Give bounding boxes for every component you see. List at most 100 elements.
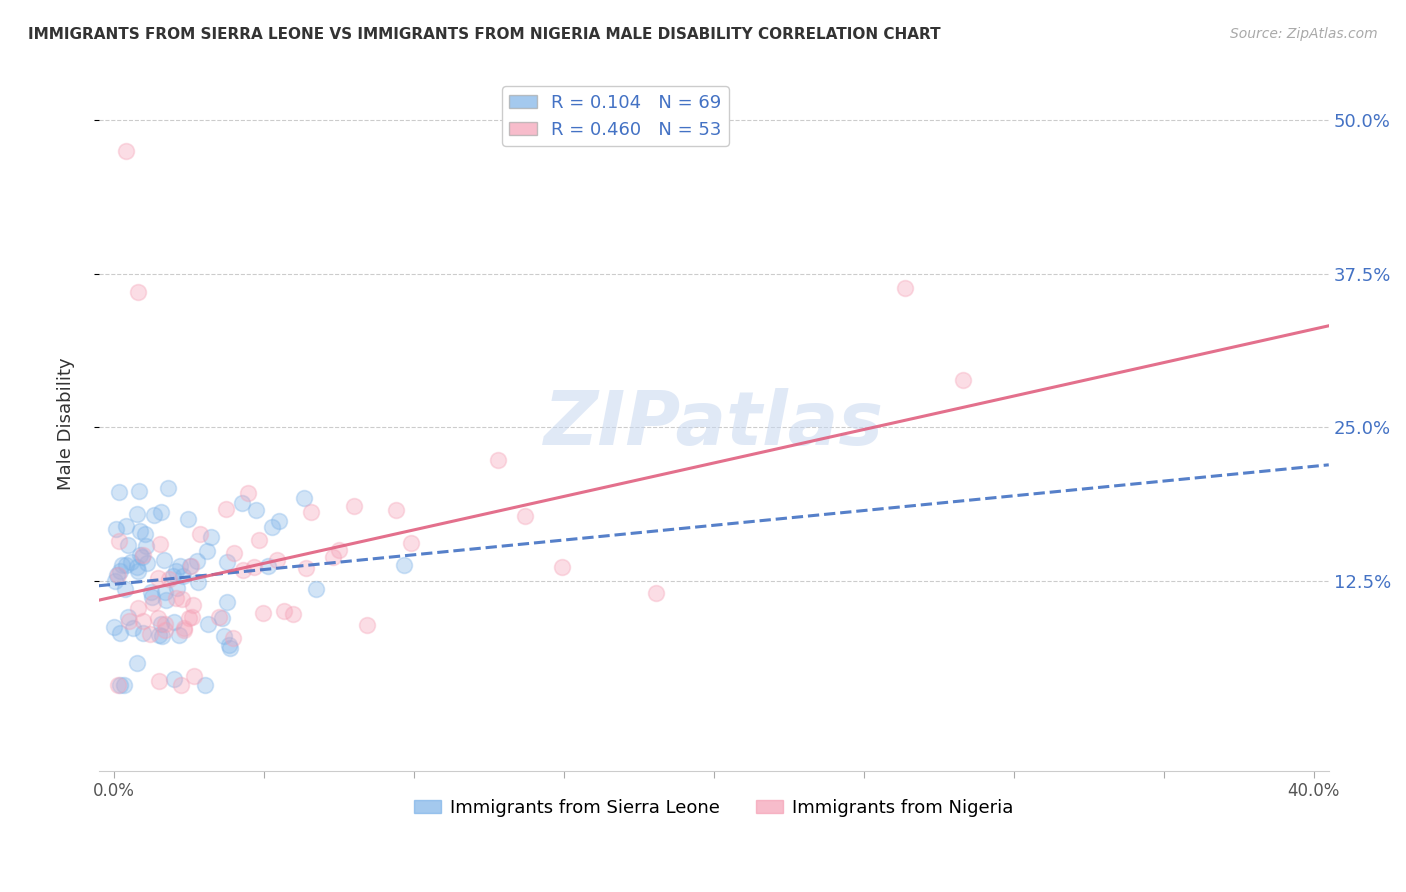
Point: [156, 482, 179, 496]
Point: [224, 546, 246, 560]
Point: [197, 617, 219, 632]
Point: [267, 514, 290, 528]
Point: [214, 629, 236, 643]
Point: [245, 502, 267, 516]
Point: [195, 544, 218, 558]
Point: [129, 548, 152, 562]
Point: [127, 564, 149, 578]
Point: [112, 678, 135, 692]
Point: [551, 560, 574, 574]
Point: [299, 505, 322, 519]
Point: [399, 536, 422, 550]
Point: [114, 582, 136, 596]
Point: [114, 519, 136, 533]
Text: IMMIGRANTS FROM SIERRA LEONE VS IMMIGRANTS FROM NIGERIA MALE DISABILITY CORRELAT: IMMIGRANTS FROM SIERRA LEONE VS IMMIGRAN…: [28, 27, 941, 42]
Point: [127, 601, 149, 615]
Point: [167, 628, 190, 642]
Point: [170, 678, 193, 692]
Point: [103, 620, 125, 634]
Point: [163, 672, 186, 686]
Point: [105, 522, 128, 536]
Point: [111, 558, 134, 572]
Point: [343, 500, 366, 514]
Point: [107, 568, 129, 582]
Point: [219, 641, 242, 656]
Point: [486, 453, 509, 467]
Point: [515, 508, 537, 523]
Point: [305, 582, 328, 596]
Point: [273, 604, 295, 618]
Point: [128, 484, 150, 499]
Point: [215, 554, 238, 568]
Point: [894, 281, 917, 295]
Point: [153, 552, 176, 566]
Point: [150, 616, 173, 631]
Point: [163, 615, 186, 629]
Point: [108, 626, 131, 640]
Point: [107, 678, 129, 692]
Point: [283, 607, 305, 621]
Point: [177, 512, 200, 526]
Point: [186, 554, 208, 568]
Point: [149, 537, 172, 551]
Point: [138, 627, 160, 641]
Point: [155, 585, 177, 599]
Point: [105, 567, 128, 582]
Point: [143, 508, 166, 523]
Point: [356, 618, 378, 632]
Point: [118, 615, 141, 629]
Point: [187, 574, 209, 589]
Point: [108, 564, 131, 578]
Point: [215, 502, 238, 516]
Point: [181, 599, 204, 613]
Point: [155, 592, 177, 607]
Point: [322, 550, 344, 565]
Point: [218, 638, 240, 652]
Point: [392, 558, 415, 572]
Point: [194, 678, 217, 692]
Point: [117, 538, 139, 552]
Point: [152, 629, 174, 643]
Point: [127, 285, 149, 300]
Point: [292, 491, 315, 505]
Legend: Immigrants from Sierra Leone, Immigrants from Nigeria: Immigrants from Sierra Leone, Immigrants…: [406, 791, 1021, 824]
Y-axis label: Male Disability: Male Disability: [58, 358, 75, 491]
Point: [236, 486, 259, 500]
Point: [231, 495, 253, 509]
Point: [108, 485, 131, 500]
Point: [115, 558, 138, 573]
Point: [125, 508, 148, 522]
Point: [125, 560, 148, 574]
Point: [148, 674, 170, 689]
Point: [173, 621, 195, 635]
Point: [172, 591, 194, 606]
Point: [114, 144, 136, 158]
Point: [328, 542, 350, 557]
Point: [135, 556, 157, 570]
Point: [211, 611, 233, 625]
Point: [222, 631, 245, 645]
Point: [146, 571, 169, 585]
Point: [131, 549, 153, 564]
Point: [188, 527, 211, 541]
Point: [165, 564, 187, 578]
Point: [180, 609, 202, 624]
Point: [132, 626, 155, 640]
Point: [179, 610, 201, 624]
Point: [148, 628, 170, 642]
Point: [135, 540, 157, 554]
Point: [295, 561, 318, 575]
Point: [200, 530, 222, 544]
Point: [385, 503, 408, 517]
Point: [247, 533, 270, 547]
Point: [104, 574, 127, 588]
Text: Source: ZipAtlas.com: Source: ZipAtlas.com: [1230, 27, 1378, 41]
Point: [179, 558, 201, 573]
Point: [266, 553, 288, 567]
Point: [166, 591, 188, 605]
Point: [173, 623, 195, 637]
Point: [142, 596, 165, 610]
Point: [117, 609, 139, 624]
Point: [153, 617, 176, 632]
Point: [183, 669, 205, 683]
